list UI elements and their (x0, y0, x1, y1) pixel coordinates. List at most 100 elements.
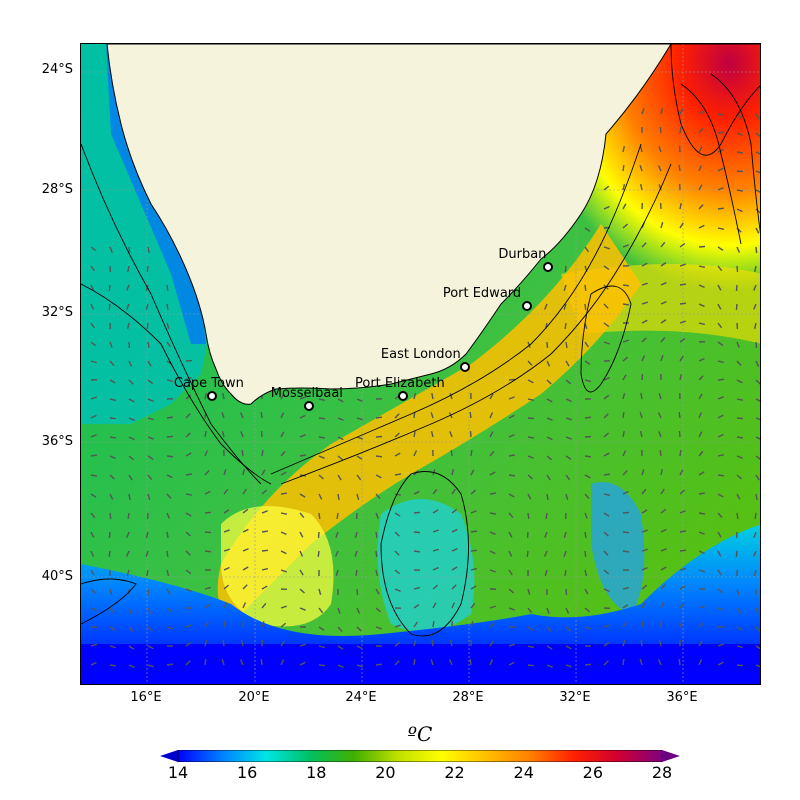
current-arrow (222, 639, 225, 647)
current-arrow (543, 550, 548, 557)
current-arrow (508, 512, 514, 518)
current-arrow (90, 360, 97, 364)
current-arrow (698, 322, 705, 326)
current-arrow (166, 588, 171, 595)
current-arrow (679, 355, 684, 362)
current-arrow (641, 620, 644, 628)
current-arrow (657, 412, 662, 419)
current-arrow (679, 530, 687, 533)
current-arrow (753, 284, 757, 291)
current-arrow (334, 550, 339, 557)
current-arrow (185, 452, 192, 457)
lat-label-40s: 40°S (41, 569, 73, 584)
current-arrow (128, 360, 133, 367)
current-arrow (147, 360, 152, 367)
current-vectors (90, 108, 760, 668)
current-arrow (90, 265, 96, 272)
current-arrow (564, 265, 567, 273)
current-arrow (679, 126, 682, 134)
current-arrow (356, 417, 363, 421)
current-arrow (166, 512, 170, 519)
current-arrow (698, 204, 704, 210)
current-arrow (698, 431, 703, 438)
current-arrow (736, 417, 744, 420)
current-arrow (336, 512, 339, 520)
current-arrow (678, 411, 681, 419)
current-arrow (242, 584, 248, 590)
current-arrow (260, 658, 263, 666)
current-arrow (698, 357, 705, 362)
current-arrow (546, 607, 550, 614)
sst-map (80, 43, 761, 685)
current-arrow (565, 360, 570, 367)
current-arrow (109, 436, 117, 439)
current-arrow (755, 379, 760, 385)
current-arrow (109, 474, 115, 480)
current-arrow (527, 379, 534, 384)
current-arrow (337, 607, 341, 614)
current-arrow (622, 223, 628, 229)
current-arrow (166, 322, 170, 329)
current-arrow (109, 417, 117, 420)
lat-label-32s: 32°S (41, 305, 73, 320)
current-arrow (128, 417, 135, 421)
current-arrow (527, 398, 535, 401)
current-arrow (109, 512, 112, 520)
current-arrow (565, 607, 570, 614)
current-arrow (109, 645, 116, 649)
current-arrow (508, 569, 513, 576)
current-arrow (658, 640, 662, 647)
current-arrow (603, 265, 610, 271)
current-arrow (564, 322, 567, 330)
current-arrow (166, 663, 174, 666)
current-arrow (239, 412, 244, 419)
current-arrow (90, 246, 97, 252)
current-arrow (584, 588, 589, 595)
current-arrow (394, 493, 402, 496)
current-arrow (223, 584, 230, 590)
current-arrow (109, 493, 114, 500)
current-arrow (337, 436, 344, 441)
current-arrow (584, 455, 592, 458)
current-arrow (147, 645, 154, 650)
current-arrow (584, 227, 591, 232)
current-arrow (318, 607, 324, 614)
current-arrow (698, 412, 703, 419)
current-arrow (185, 660, 191, 666)
current-arrow (280, 412, 285, 419)
current-arrow (622, 356, 629, 362)
current-arrow (90, 588, 96, 594)
current-arrow (546, 417, 553, 421)
current-arrow (508, 378, 516, 381)
current-arrow (698, 110, 705, 115)
current-arrow (354, 531, 358, 538)
current-arrow (660, 548, 667, 552)
current-arrow (413, 531, 421, 534)
current-arrow (375, 588, 380, 595)
current-arrow (717, 531, 722, 538)
current-arrow (394, 512, 401, 517)
current-arrow (470, 585, 477, 590)
current-arrow (337, 398, 344, 403)
current-arrow (318, 417, 326, 420)
current-arrow (563, 303, 567, 310)
current-arrow (717, 187, 724, 191)
current-arrow (223, 620, 226, 628)
current-arrow (126, 322, 130, 329)
current-arrow (508, 531, 513, 538)
current-arrow (185, 588, 192, 592)
current-arrow (660, 262, 667, 267)
current-arrow (717, 588, 724, 594)
current-arrow (240, 431, 244, 438)
current-arrow (337, 474, 342, 481)
current-arrow (698, 165, 703, 172)
current-arrow (337, 626, 343, 632)
current-arrow (394, 660, 400, 666)
current-arrow (717, 360, 724, 364)
current-arrow (603, 473, 611, 476)
current-arrow (109, 588, 113, 595)
current-arrow (753, 531, 757, 538)
current-arrow (299, 531, 304, 538)
current-arrow (375, 626, 382, 630)
current-arrow (394, 569, 401, 575)
